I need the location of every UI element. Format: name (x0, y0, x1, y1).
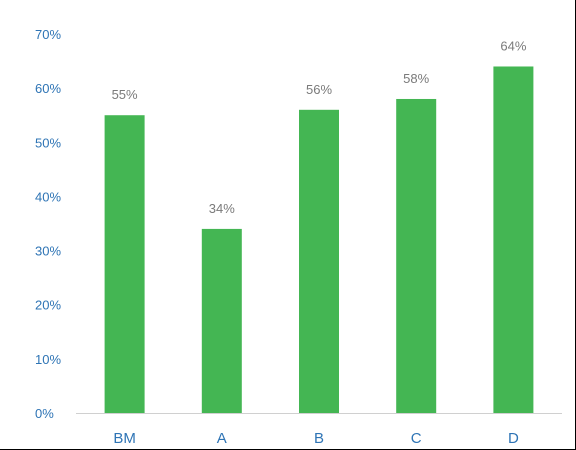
x-axis: BM A B C D (76, 413, 562, 447)
x-tick-label-bm: BM (113, 430, 136, 447)
bar-a (201, 228, 242, 413)
data-label-b: 56% (306, 82, 332, 97)
x-tick-label-d: D (508, 430, 519, 447)
y-tick-label: 10% (35, 352, 61, 367)
data-label-c: 58% (403, 71, 429, 86)
x-tick-label-b: B (314, 430, 324, 447)
y-tick-label: 60% (35, 81, 61, 96)
bars (104, 66, 534, 414)
x-tick-label-a: A (217, 430, 227, 447)
bar-bm (104, 115, 145, 413)
data-label-a: 34% (209, 201, 235, 216)
y-axis: 0% 10% 20% 30% 40% 50% 60% 70% (35, 27, 61, 421)
data-labels: 55% 34% 56% 58% 64% (112, 38, 527, 215)
y-tick-label: 40% (35, 189, 61, 204)
bar-c (396, 98, 437, 413)
y-tick-label: 20% (35, 298, 61, 313)
y-tick-label: 50% (35, 135, 61, 150)
data-label-bm: 55% (112, 87, 138, 102)
bar-b (299, 109, 339, 414)
bar-d (493, 66, 534, 413)
y-tick-label: 30% (35, 244, 61, 259)
y-tick-label: 0% (35, 406, 54, 421)
data-label-d: 64% (500, 38, 526, 53)
y-tick-label: 70% (35, 27, 61, 42)
x-tick-label-c: C (411, 430, 422, 447)
